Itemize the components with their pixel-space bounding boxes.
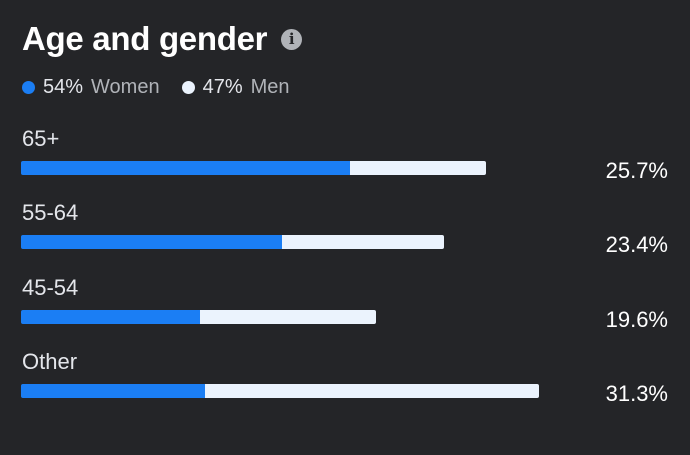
info-icon[interactable]: i xyxy=(281,28,303,50)
card-header: Age and gender i xyxy=(22,20,303,58)
bar-women-segment xyxy=(21,310,200,324)
women-dot-icon xyxy=(22,81,35,94)
gender-bar xyxy=(21,235,444,249)
legend-men-label: Men xyxy=(250,76,290,98)
men-dot-icon xyxy=(181,81,195,94)
row-value: 31.3% xyxy=(605,381,668,406)
row-value: 23.4% xyxy=(605,232,668,257)
gender-bar xyxy=(21,161,486,175)
row-value: 25.7% xyxy=(605,158,668,183)
row-label: 55-64 xyxy=(22,200,79,225)
bar-men-segment xyxy=(282,235,444,249)
row-label: 65+ xyxy=(22,126,60,151)
gender-bar xyxy=(21,310,376,324)
bar-men-segment xyxy=(350,161,486,175)
bar-women-segment xyxy=(21,384,205,398)
legend-item-men: 47% Men xyxy=(181,76,290,99)
row-label: 45-54 xyxy=(22,275,79,300)
legend-women-label: Women xyxy=(91,76,160,98)
bar-men-segment xyxy=(205,384,539,398)
gender-bar xyxy=(21,384,539,398)
legend-men-pct: 47% xyxy=(202,76,243,98)
bar-women-segment xyxy=(21,235,282,249)
page-title: Age and gender xyxy=(22,20,268,57)
legend-item-women: 54% Women xyxy=(22,76,160,99)
bar-women-segment xyxy=(21,161,350,175)
bar-men-segment xyxy=(200,310,376,324)
legend-women-pct: 54% xyxy=(43,76,84,98)
row-label: Other xyxy=(22,349,78,374)
legend: 54% Women 47% Men xyxy=(22,76,312,99)
row-value: 19.6% xyxy=(605,307,668,332)
